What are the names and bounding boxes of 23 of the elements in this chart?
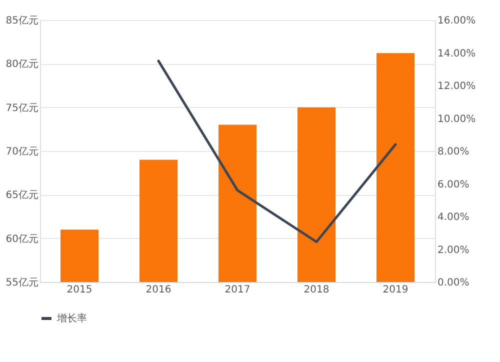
legend-label: 增长率 bbox=[56, 312, 87, 324]
x-tick-label: 2017 bbox=[224, 284, 250, 296]
y-tick-label: 80亿元 bbox=[6, 59, 38, 70]
y2-tick-label: 8.00% bbox=[438, 146, 470, 158]
y2-tick-label: 10.00% bbox=[438, 114, 476, 125]
y-tick-label: 65亿元 bbox=[6, 190, 38, 202]
x-tick-label: 2016 bbox=[146, 284, 172, 296]
y2-tick-label: 6.00% bbox=[438, 179, 470, 190]
y-tick-label: 70亿元 bbox=[6, 146, 38, 158]
x-tick-label: 2018 bbox=[304, 284, 330, 296]
y2-tick-label: 0.00% bbox=[438, 278, 470, 288]
y2-tick-label: 12.00% bbox=[438, 81, 476, 92]
y2-tick-label: 14.00% bbox=[438, 48, 476, 60]
line-series bbox=[157, 60, 397, 244]
y2-tick-label: 2.00% bbox=[438, 244, 470, 256]
x-tick-label: 2019 bbox=[382, 284, 408, 296]
y-tick-label: 75亿元 bbox=[6, 102, 38, 114]
y2-tick-label: 16.00% bbox=[438, 16, 476, 26]
x-tick-label: 2015 bbox=[66, 284, 92, 296]
y-tick-label: 55亿元 bbox=[6, 278, 38, 288]
y2-tick-label: 4.00% bbox=[438, 212, 470, 223]
y-tick-label: 60亿元 bbox=[6, 234, 38, 245]
y-tick-label: 85亿元 bbox=[6, 16, 38, 26]
